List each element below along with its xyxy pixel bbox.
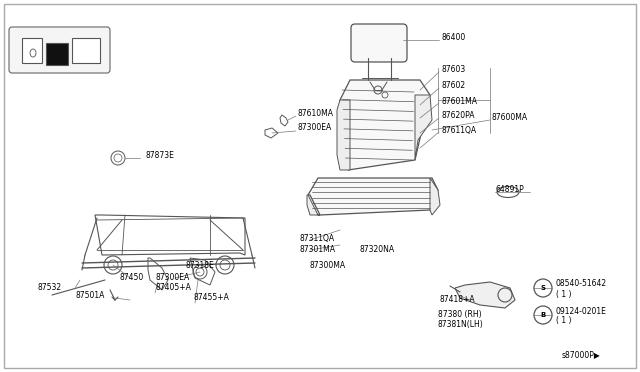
Text: 87381N(LH): 87381N(LH): [438, 321, 484, 330]
Text: s87000P▶: s87000P▶: [562, 350, 601, 359]
Text: 86400: 86400: [441, 33, 465, 42]
FancyBboxPatch shape: [46, 43, 68, 65]
Text: 87600MA: 87600MA: [492, 113, 528, 122]
FancyBboxPatch shape: [351, 24, 407, 62]
Text: 87301MA: 87301MA: [300, 246, 336, 254]
Text: 87610MA: 87610MA: [298, 109, 334, 118]
Text: 08540-51642: 08540-51642: [556, 279, 607, 289]
Text: 87532: 87532: [38, 283, 62, 292]
Text: S: S: [541, 285, 545, 291]
FancyBboxPatch shape: [9, 27, 110, 73]
Text: 87611QA: 87611QA: [441, 125, 476, 135]
Text: 87311QA: 87311QA: [300, 234, 335, 243]
Text: ( 1 ): ( 1 ): [556, 317, 572, 326]
Text: B: B: [540, 312, 546, 318]
Text: 87501A: 87501A: [75, 291, 104, 299]
Text: 87318E: 87318E: [185, 260, 214, 269]
Text: 87603: 87603: [441, 65, 465, 74]
Text: 87602: 87602: [441, 81, 465, 90]
Polygon shape: [337, 100, 350, 170]
Text: 87601MA: 87601MA: [441, 96, 477, 106]
Polygon shape: [430, 178, 440, 215]
Polygon shape: [455, 282, 515, 308]
FancyBboxPatch shape: [72, 38, 100, 63]
Text: ( 1 ): ( 1 ): [556, 289, 572, 298]
Text: 09124-0201E: 09124-0201E: [556, 307, 607, 315]
Text: 87380 (RH): 87380 (RH): [438, 311, 482, 320]
Text: 87418+A: 87418+A: [440, 295, 476, 305]
Text: 87300MA: 87300MA: [310, 260, 346, 269]
Text: 64891P: 64891P: [496, 186, 525, 195]
Polygon shape: [415, 95, 432, 160]
Text: 87300EA: 87300EA: [155, 273, 189, 282]
Text: 87455+A: 87455+A: [193, 294, 229, 302]
Polygon shape: [307, 195, 320, 215]
Polygon shape: [308, 178, 438, 215]
Text: 87320NA: 87320NA: [360, 246, 395, 254]
Text: 87450: 87450: [120, 273, 144, 282]
Text: 87620PA: 87620PA: [441, 112, 474, 121]
Text: 87405+A: 87405+A: [155, 283, 191, 292]
Text: 87300EA: 87300EA: [298, 124, 332, 132]
Polygon shape: [340, 80, 430, 170]
Text: 87873E: 87873E: [145, 151, 174, 160]
FancyBboxPatch shape: [22, 38, 42, 63]
